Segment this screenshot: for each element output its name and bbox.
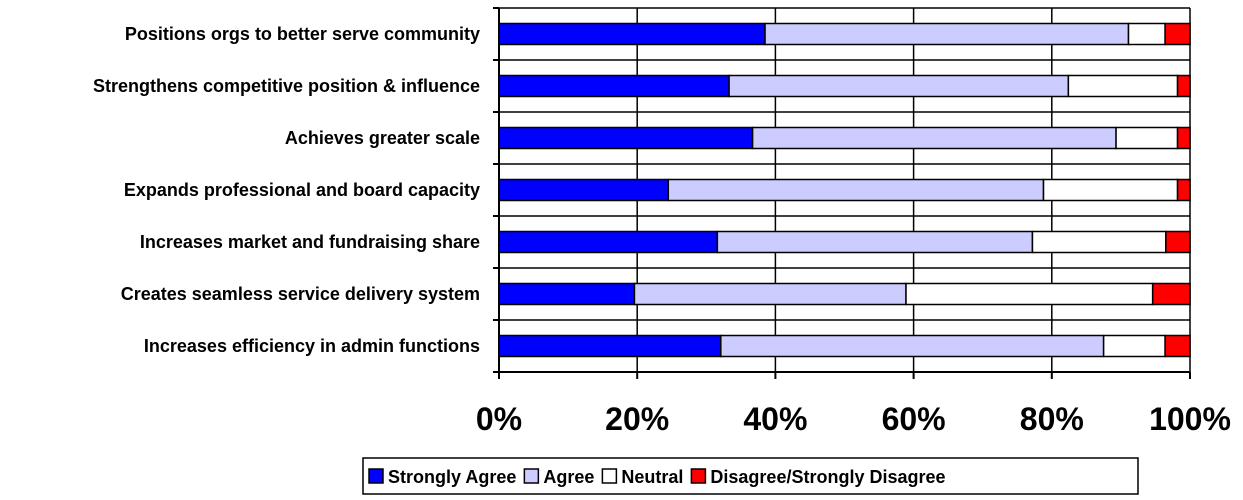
bar-segment: [498, 282, 636, 306]
category-label: Increases market and fundraising share: [140, 232, 480, 252]
bar-segment: [905, 282, 1154, 306]
category-labels: Positions orgs to better serve community…: [93, 24, 480, 356]
legend-label: Agree: [543, 467, 594, 487]
x-tick-label: 60%: [882, 401, 946, 437]
axes: [493, 7, 1191, 379]
bar-segment: [1164, 334, 1191, 358]
legend-swatch: [601, 468, 618, 484]
legend-swatch: [523, 468, 540, 484]
category-label: Creates seamless service delivery system: [121, 284, 480, 304]
bar-segment: [498, 126, 754, 150]
bar-segment: [1067, 74, 1179, 98]
bar-segment: [1115, 126, 1179, 150]
legend-label: Strongly Agree: [388, 467, 516, 487]
bar-segment: [1031, 230, 1167, 254]
category-label: Increases efficiency in admin functions: [144, 336, 480, 356]
bar-segment: [1042, 178, 1179, 202]
bar-segment: [498, 178, 670, 202]
bar-segment: [1151, 282, 1191, 306]
bar-segment: [728, 74, 1070, 98]
bar-segment: [1127, 22, 1166, 46]
bar-segment: [764, 22, 1130, 46]
x-tick-label: 0%: [476, 401, 522, 437]
x-tick-label: 80%: [1020, 401, 1084, 437]
legend-label: Neutral: [621, 467, 683, 487]
legend: Strongly Agree Agree Neutral Disagree/Stron…: [362, 457, 1139, 495]
bar-segment: [633, 282, 907, 306]
category-label: Strengthens competitive position & influ…: [93, 76, 480, 96]
bar-segment: [498, 74, 730, 98]
bars: [498, 22, 1191, 358]
x-tick-labels: 0% 20% 40% 60% 80% 100%: [476, 401, 1231, 437]
bar-segment: [1176, 126, 1191, 150]
legend-box: [362, 457, 1139, 495]
category-label: Achieves greater scale: [285, 128, 480, 148]
legend-swatch: [690, 468, 707, 484]
category-label: Positions orgs to better serve community: [125, 24, 480, 44]
bar-segment: [1176, 74, 1191, 98]
legend-label: Disagree/Strongly Disagree: [710, 467, 945, 487]
x-tick-label: 20%: [605, 401, 669, 437]
x-tick-label: 100%: [1149, 401, 1231, 437]
bar-segment: [720, 334, 1105, 358]
x-tick-label: 40%: [743, 401, 807, 437]
bar-segment: [667, 178, 1045, 202]
legend-swatch: [368, 468, 384, 484]
bar-segment: [1164, 22, 1191, 46]
bar-segment: [1165, 230, 1191, 254]
bar-segment: [498, 230, 719, 254]
bar-segment: [1176, 178, 1191, 202]
category-label: Expands professional and board capacity: [124, 180, 480, 200]
bar-segment: [716, 230, 1034, 254]
bar-segment: [498, 22, 766, 46]
bar-segment: [1102, 334, 1166, 358]
bar-segment: [498, 334, 722, 358]
bar-segment: [751, 126, 1117, 150]
